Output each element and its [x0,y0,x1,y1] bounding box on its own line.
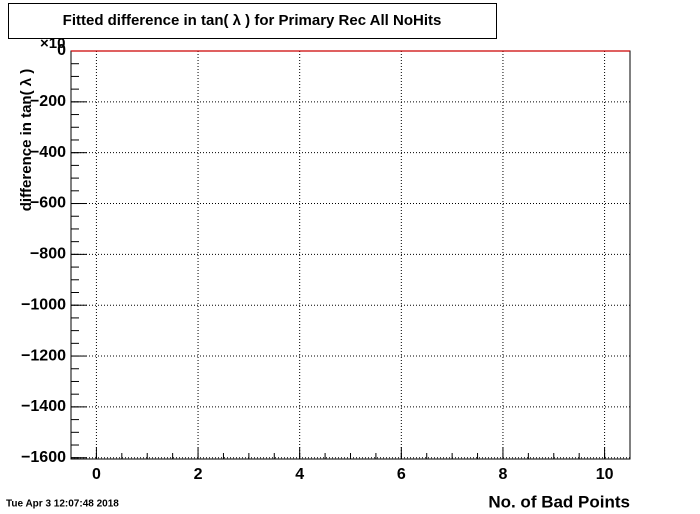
y-tick-label: −1600 [21,449,66,466]
y-tick-label: 0 [57,42,66,59]
x-tick-label: 10 [596,466,614,483]
y-tick-label: −1200 [21,347,66,364]
y-tick-label: −800 [30,246,66,263]
y-tick-label: −200 [30,93,66,110]
exponent-label: ×10 [40,35,65,52]
x-tick-label: 8 [499,466,508,483]
chart-title: Fitted difference in tan( λ ) for Primar… [63,12,442,29]
y-tick-label: −1000 [21,296,66,313]
x-tick-label: 4 [295,466,304,483]
x-tick-label: 0 [92,466,101,483]
x-tick-label: 2 [194,466,203,483]
timestamp: Tue Apr 3 12:07:48 2018 [6,499,119,510]
x-tick-label: 6 [397,466,406,483]
title-box [8,3,497,39]
y-tick-label: −1400 [21,398,66,415]
y-tick-label: −600 [30,195,66,212]
y-axis-label: difference in tan( λ ) [18,69,35,212]
y-tick-label: −400 [30,144,66,161]
x-axis-label: No. of Bad Points [488,492,630,511]
